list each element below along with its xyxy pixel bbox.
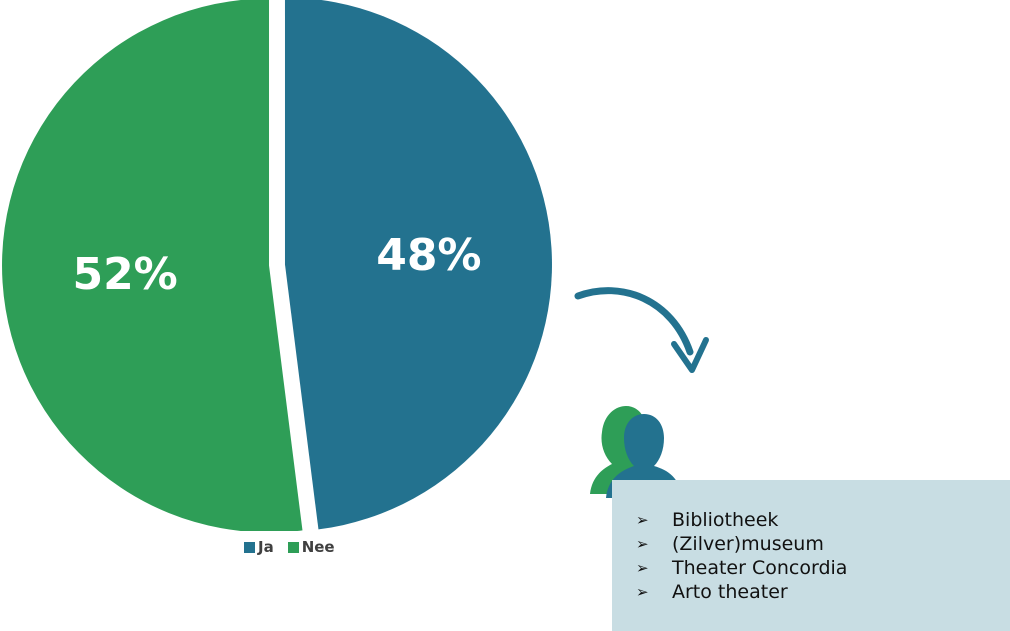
venue-item: ➢ Bibliotheek — [636, 508, 847, 532]
venue-item-label: Bibliotheek — [672, 509, 779, 531]
pie-slice-nee — [2, 0, 303, 531]
pie-slice-ja — [284, 0, 552, 530]
legend-swatch-nee — [287, 541, 299, 553]
arrowhead-bullet-icon: ➢ — [636, 535, 649, 553]
people-silhouette-icon — [590, 406, 682, 498]
curved-arrow-icon — [574, 287, 709, 373]
arrowhead-bullet-icon: ➢ — [636, 559, 649, 577]
legend-label-nee: Nee — [301, 538, 335, 556]
venue-list: ➢ Bibliotheek ➢ (Zilver)museum ➢ Theater… — [636, 508, 847, 604]
pie-label-nee: 52% — [72, 249, 177, 300]
arrowhead-bullet-icon: ➢ — [636, 583, 649, 601]
venue-item-label: Arto theater — [672, 581, 788, 603]
venue-item: ➢ Arto theater — [636, 580, 847, 604]
venue-item-label: Theater Concordia — [672, 557, 848, 579]
venue-item-label: (Zilver)museum — [672, 533, 824, 555]
venue-item: ➢ Theater Concordia — [636, 556, 847, 580]
legend-item-ja: Ja — [244, 538, 274, 556]
chart-legend: Ja Nee — [244, 538, 335, 556]
arrowhead-bullet-icon: ➢ — [636, 511, 649, 529]
venue-item: ➢ (Zilver)museum — [636, 532, 847, 556]
legend-swatch-ja — [244, 541, 255, 553]
pie-chart: 48% 52% — [2, 0, 552, 531]
pie-label-ja: 48% — [376, 230, 481, 281]
legend-label-ja: Ja — [258, 538, 274, 556]
venue-box: ➢ Bibliotheek ➢ (Zilver)museum ➢ Theater… — [612, 480, 1010, 631]
legend-item-nee: Nee — [287, 538, 335, 556]
